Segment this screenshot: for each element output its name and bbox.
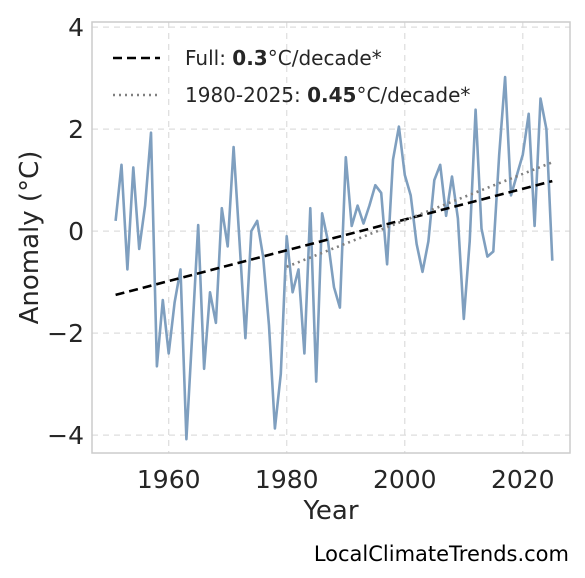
source-credit: LocalClimateTrends.com xyxy=(313,542,569,566)
x-tick-label: 1980 xyxy=(255,465,319,494)
x-tick-label: 1960 xyxy=(137,465,201,494)
legend-entry: 1980-2025: 0.45°C/decade* xyxy=(185,83,470,107)
x-tick-label: 2000 xyxy=(373,465,437,494)
plot-frame xyxy=(91,21,571,454)
x-axis-label: Year xyxy=(302,496,358,526)
anomaly-line xyxy=(114,75,554,441)
legend: Full: 0.3°C/decade* 1980-2025: 0.45°C/dec… xyxy=(113,46,470,107)
trend-line-full xyxy=(115,179,553,297)
y-tick-label: 2 xyxy=(68,115,84,144)
y-tick-label: −4 xyxy=(47,421,84,450)
tick-labels: 1960 1980 2000 2020 −4 −2 0 2 4 xyxy=(47,13,554,494)
y-tick-label: 0 xyxy=(68,217,84,246)
series-lines xyxy=(114,75,554,441)
y-tick-label: −2 xyxy=(47,319,84,348)
legend-entry: Full: 0.3°C/decade* xyxy=(185,46,382,70)
y-tick-label: 4 xyxy=(68,13,84,42)
x-tick-label: 2020 xyxy=(491,465,555,494)
y-axis-label: Anomaly (°C) xyxy=(15,151,45,325)
